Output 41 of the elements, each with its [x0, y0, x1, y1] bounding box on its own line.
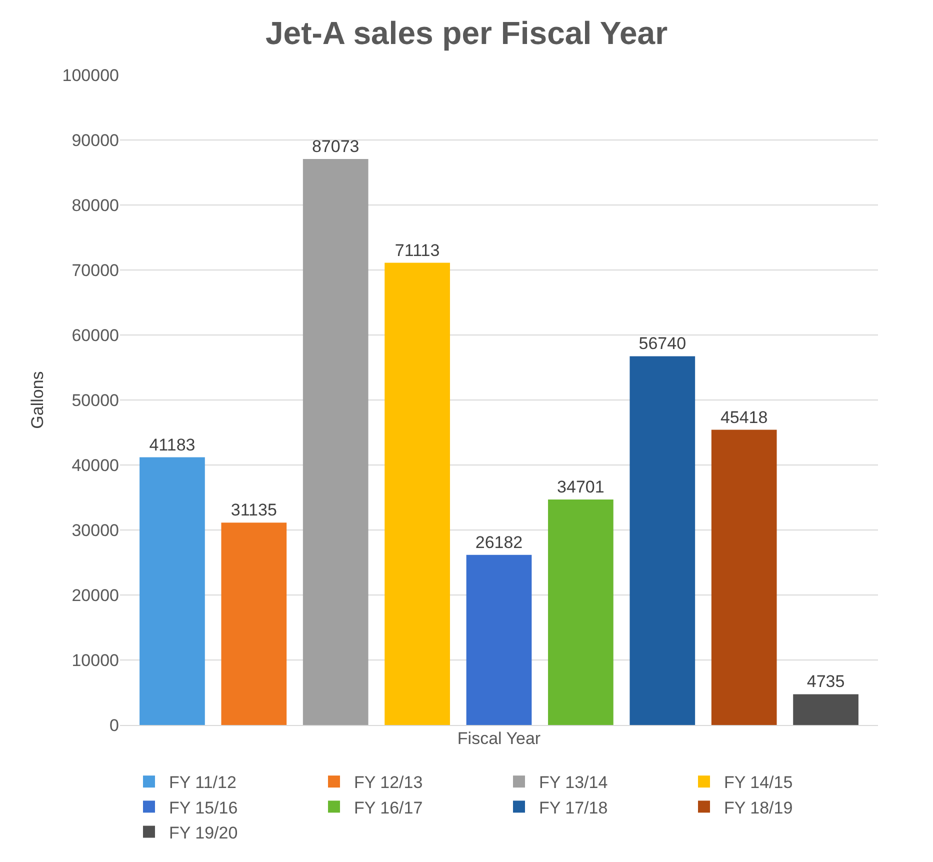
bar: [793, 694, 858, 725]
bar: [548, 499, 614, 725]
y-tick-label: 70000: [72, 260, 119, 280]
data-label: 4735: [806, 672, 845, 692]
bar: [630, 356, 696, 725]
y-tick-label: 30000: [72, 520, 119, 540]
bar: [140, 457, 205, 725]
y-tick-label: 40000: [72, 456, 119, 475]
legend-label: FY 12/13: [354, 773, 423, 792]
data-label: 26182: [475, 532, 523, 552]
y-tick-label: 80000: [72, 196, 119, 215]
data-label: 34701: [557, 477, 604, 496]
data-label: 56740: [638, 334, 686, 354]
legend-label: FY 19/20: [169, 823, 238, 842]
legend-label: FY 16/17: [354, 798, 423, 818]
legend-label: FY 14/15: [724, 773, 793, 792]
data-label: 45418: [720, 408, 768, 427]
data-label: 41183: [149, 435, 196, 454]
y-tick-label: 60000: [72, 326, 119, 345]
bar: [466, 554, 532, 725]
data-label: 71113: [394, 240, 440, 260]
legend-label: FY 18/19: [724, 798, 793, 818]
bar: [221, 522, 287, 725]
bar: [302, 159, 368, 725]
data-label: 87073: [312, 137, 360, 156]
legend-label: FY 15/16: [169, 798, 238, 818]
x-axis-title: Fiscal Year: [457, 728, 541, 748]
legend-label: FY 13/14: [539, 773, 608, 792]
y-tick-label: 90000: [72, 130, 119, 150]
chart-title: Jet-A sales per Fiscal Year: [265, 14, 668, 51]
y-tick-label: 20000: [72, 586, 119, 605]
y-tick-label: 10000: [72, 650, 119, 670]
legend-label: FY 17/18: [539, 798, 608, 818]
bar: [711, 430, 777, 725]
y-axis-title: Gallons: [28, 371, 47, 429]
y-tick-label: 100000: [62, 66, 119, 85]
y-tick-label: 0: [110, 716, 119, 735]
data-label: 31135: [230, 500, 277, 520]
legend-label: FY 11/12: [169, 773, 236, 792]
y-tick-label: 50000: [72, 390, 119, 410]
bar: [384, 262, 450, 725]
